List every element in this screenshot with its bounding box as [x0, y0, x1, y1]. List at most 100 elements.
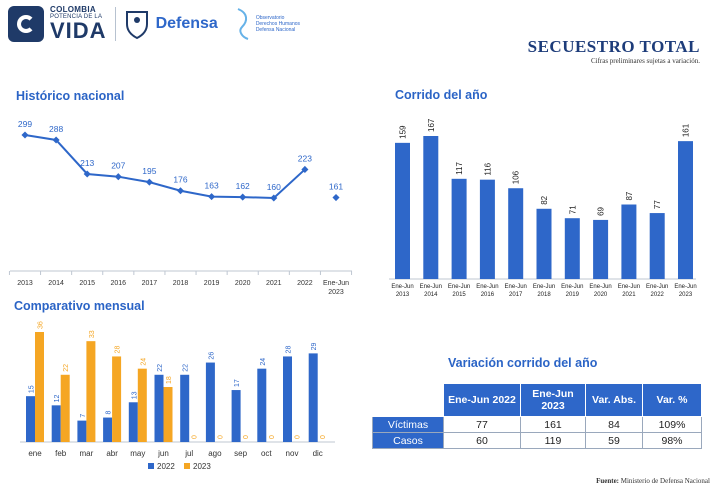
data-label: 159 — [399, 125, 408, 139]
x-tick-label: ago — [208, 449, 222, 458]
x-tick-label: mar — [80, 449, 94, 458]
data-label: 207 — [111, 161, 125, 171]
data-label-2023: 0 — [269, 435, 276, 439]
bar — [423, 136, 439, 279]
series-line — [24, 134, 306, 200]
observatory-icon — [237, 8, 249, 40]
x-tick-label: Ene-Jun — [646, 284, 668, 290]
bar-2023 — [137, 368, 147, 442]
bar — [649, 213, 665, 279]
bar — [451, 178, 467, 279]
data-label: 117 — [455, 162, 464, 175]
bar-2022 — [180, 374, 190, 442]
table-cell: 119 — [520, 432, 586, 449]
table-row: Víctimas 77 161 84 109% — [372, 416, 702, 433]
bar-2022 — [308, 353, 318, 442]
x-tick-label: 2021 — [622, 292, 636, 298]
data-label: 163 — [205, 181, 219, 191]
x-tick-label: oct — [261, 449, 272, 458]
variacion-title: Variación corrido del año — [448, 356, 598, 370]
x-tick-label: Ene-Jun — [674, 284, 696, 290]
data-label: 116 — [483, 162, 492, 175]
x-tick-label: nov — [286, 449, 299, 458]
logo-divider — [114, 7, 116, 41]
bar-2023 — [112, 356, 122, 442]
bar-2023 — [163, 387, 173, 442]
data-label: 213 — [80, 158, 94, 168]
x-tick-label: Ene-Jun — [533, 284, 555, 290]
data-label-2023: 18 — [166, 376, 173, 384]
data-label-2022: 8 — [106, 411, 113, 415]
x-tick-label: 2019 — [204, 280, 220, 287]
table-header: Var. % — [642, 383, 702, 417]
legend-swatch-2023 — [184, 463, 190, 469]
x-tick-label: 2015 — [452, 292, 466, 298]
data-label: 71 — [568, 205, 577, 214]
x-tick-label: 2022 — [297, 280, 313, 287]
data-label: 176 — [173, 175, 187, 185]
table-cell: 60 — [443, 432, 521, 449]
coat-of-arms-icon — [125, 11, 148, 40]
data-label-2022: 24 — [260, 358, 267, 366]
colombia-logo-icon — [8, 6, 44, 42]
observatory-logo: Observatorio Derechos Humanos Defensa Na… — [232, 7, 300, 41]
data-label-2022: 15 — [29, 385, 36, 393]
table-header-row: Ene-Jun 2022 Ene-Jun 2023 Var. Abs. Var.… — [372, 383, 702, 417]
bar-2023 — [35, 332, 44, 442]
data-label-2023: 0 — [217, 435, 224, 439]
historico-title: Histórico nacional — [16, 89, 125, 103]
x-tick-label: Ene-Jun — [420, 284, 442, 290]
data-label: 160 — [267, 182, 281, 192]
data-label: 223 — [298, 153, 312, 163]
x-tick-label: 2020 — [594, 292, 608, 298]
legend-label: 2023 — [193, 462, 211, 471]
data-label: 299 — [18, 119, 32, 129]
bar — [678, 141, 693, 279]
data-label: 161 — [329, 182, 343, 192]
data-label-2022: 29 — [311, 342, 318, 350]
header-logos: COLOMBIA POTENCIA DE LA VIDA Defensa Obs… — [8, 6, 300, 42]
x-tick-label: Ene-Jun — [476, 284, 498, 290]
table-header-empty — [372, 383, 444, 417]
bar-2022 — [128, 402, 138, 442]
data-label-2022: 26 — [208, 352, 215, 360]
table-cell: 77 — [443, 416, 521, 433]
x-tick-label: 2014 — [424, 292, 438, 298]
data-label: 162 — [236, 181, 250, 191]
bar-2023 — [60, 374, 70, 442]
data-label-2022: 28 — [286, 346, 293, 354]
source-note: Fuente: Ministerio de Defensa Nacional — [596, 477, 710, 485]
data-label-2022: 12 — [54, 394, 61, 402]
table-row: Casos 60 119 59 98% — [372, 432, 702, 449]
data-label: 69 — [597, 206, 606, 215]
table-header: Ene-Jun 2022 — [443, 383, 521, 417]
x-tick-label: 2013 — [396, 292, 410, 298]
data-point — [239, 193, 247, 201]
data-point — [52, 136, 60, 144]
x-tick-label: 2020 — [235, 280, 251, 287]
data-label-2022: 22 — [183, 364, 190, 372]
x-tick-label: Ene-Jun — [561, 284, 583, 290]
row-label: Víctimas — [372, 416, 444, 433]
logo-line2: POTENCIA DE LA — [50, 14, 103, 20]
bar-2022 — [26, 396, 35, 442]
data-point — [332, 194, 340, 202]
bar — [395, 142, 410, 279]
data-label: 106 — [512, 170, 521, 184]
bar-2023 — [86, 341, 96, 442]
x-tick-label: jun — [157, 449, 169, 458]
mensual-title: Comparativo mensual — [14, 299, 145, 313]
x-tick-label: 2016 — [111, 280, 127, 287]
corrido-title: Corrido del año — [395, 88, 488, 102]
data-label: 167 — [427, 118, 436, 132]
observatory-line2: Derechos Humanos — [255, 21, 300, 27]
x-tick-label: 2015 — [79, 280, 95, 287]
data-label-2023: 24 — [140, 358, 147, 366]
x-tick-label: 2017 — [509, 292, 523, 298]
data-label: 82 — [540, 195, 549, 204]
data-label-2023: 28 — [115, 346, 122, 354]
data-label: 288 — [49, 124, 63, 134]
logo-line1: COLOMBIA — [50, 5, 96, 14]
x-tick-label: 2016 — [481, 292, 495, 298]
bar-2022 — [77, 420, 87, 442]
